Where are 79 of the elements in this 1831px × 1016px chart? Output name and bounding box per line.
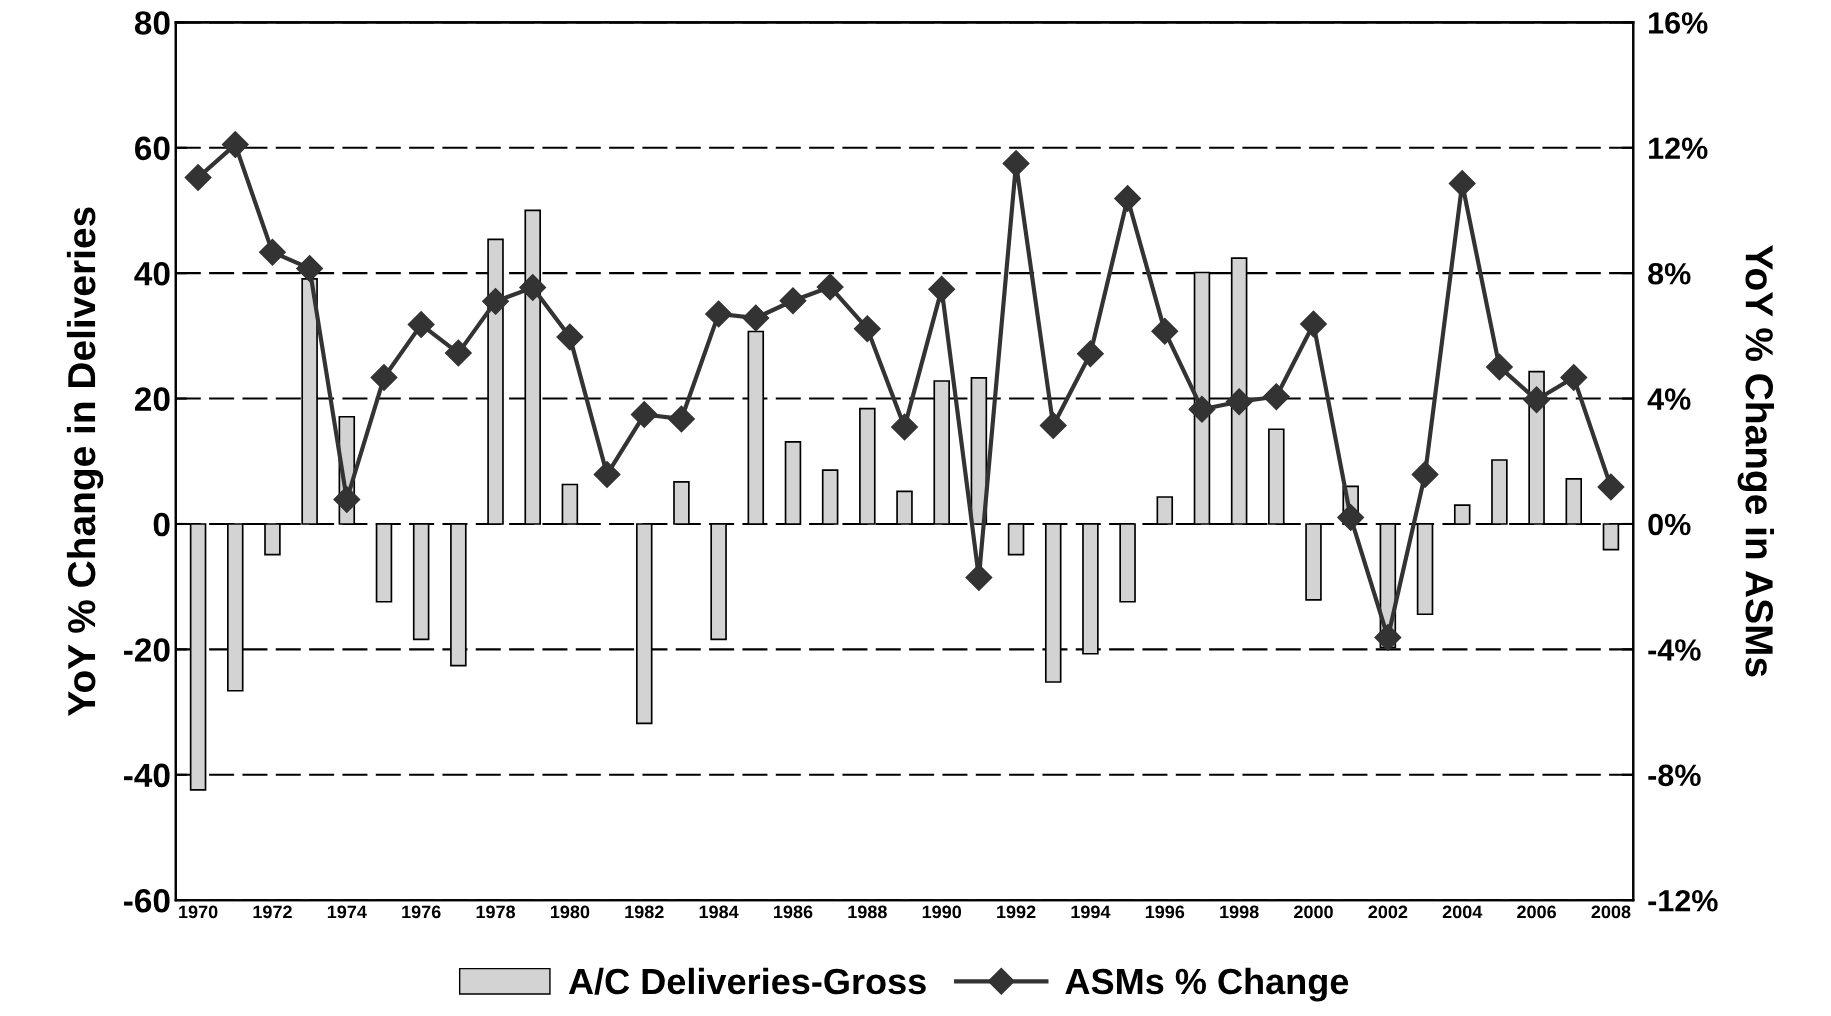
point bbox=[407, 311, 435, 339]
x-tick-label: 2000 bbox=[1294, 905, 1333, 919]
point bbox=[556, 323, 584, 351]
point bbox=[965, 564, 993, 592]
x-tick-label: 2004 bbox=[1442, 905, 1483, 919]
y2-tick-label: -4% bbox=[1648, 639, 1701, 661]
point bbox=[519, 274, 547, 302]
point bbox=[742, 304, 770, 332]
point bbox=[1523, 386, 1551, 414]
y2-tick-label: -12% bbox=[1648, 889, 1718, 912]
point bbox=[296, 254, 324, 282]
legend-label: ASMs % Change bbox=[1065, 967, 1349, 1002]
point bbox=[1448, 170, 1476, 197]
x-tick-label: 1988 bbox=[848, 905, 887, 919]
point bbox=[667, 405, 695, 433]
y2-tick-label: 8% bbox=[1648, 262, 1691, 285]
point bbox=[1225, 388, 1253, 416]
point bbox=[1300, 310, 1327, 338]
point bbox=[1485, 353, 1513, 381]
x-tick-label: 1990 bbox=[922, 905, 962, 919]
point bbox=[705, 300, 733, 328]
point bbox=[1039, 412, 1067, 439]
point bbox=[258, 238, 286, 266]
point bbox=[1076, 340, 1104, 368]
legend-label: A/C Deliveries-Gross bbox=[568, 967, 926, 995]
x-tick-label: 1970 bbox=[179, 905, 218, 919]
point bbox=[1374, 623, 1402, 651]
point bbox=[891, 413, 918, 441]
y-tick-label: -60 bbox=[124, 888, 170, 913]
point bbox=[816, 273, 844, 301]
point bbox=[1188, 395, 1216, 423]
point bbox=[1262, 383, 1290, 411]
x-tick-label: 1974 bbox=[327, 905, 367, 919]
y2-tick-label: 16% bbox=[1649, 12, 1708, 34]
y-tick-label: 60 bbox=[135, 136, 170, 161]
y-tick-label: -20 bbox=[124, 638, 170, 662]
x-tick-label: 1978 bbox=[476, 905, 516, 919]
x-tick-label: 1980 bbox=[550, 905, 590, 919]
x-tick-label: 2006 bbox=[1517, 905, 1557, 919]
x-tick-label: 1992 bbox=[997, 905, 1036, 919]
y2-tick-label: 0% bbox=[1648, 513, 1691, 536]
x-tick-label: 1984 bbox=[699, 905, 739, 919]
point bbox=[482, 287, 509, 315]
point bbox=[370, 364, 398, 392]
point bbox=[1337, 503, 1365, 531]
x-tick-label: 1976 bbox=[402, 905, 441, 919]
x-tick-label: 1996 bbox=[1145, 905, 1185, 919]
point bbox=[1114, 185, 1142, 213]
point bbox=[779, 287, 807, 315]
x-tick-label: 2002 bbox=[1368, 905, 1408, 919]
point bbox=[593, 460, 621, 488]
y2-tick-label: 12% bbox=[1649, 137, 1708, 160]
y-tick-label: 0 bbox=[153, 512, 170, 537]
point bbox=[333, 486, 361, 513]
point bbox=[184, 164, 212, 192]
x-tick-label: 1986 bbox=[774, 905, 813, 919]
point bbox=[630, 401, 658, 429]
y-tick-label: 40 bbox=[134, 261, 170, 286]
point bbox=[1560, 364, 1588, 392]
y-tick-label: 20 bbox=[135, 387, 170, 411]
point bbox=[444, 339, 472, 367]
point bbox=[1151, 317, 1179, 345]
point bbox=[1002, 149, 1030, 177]
y2-tick-label: -8% bbox=[1648, 764, 1701, 787]
y2-axis-title: YoY % Change in ASMs bbox=[1737, 245, 1775, 677]
x-tick-label: 1972 bbox=[253, 905, 292, 919]
point bbox=[221, 131, 249, 159]
point bbox=[853, 315, 881, 343]
point bbox=[928, 275, 956, 303]
point bbox=[1411, 460, 1439, 488]
x-tick-label: 1994 bbox=[1071, 905, 1111, 919]
x-tick-label: 1982 bbox=[625, 905, 664, 919]
y2-tick-label: 4% bbox=[1647, 388, 1691, 410]
x-tick-label: 2008 bbox=[1591, 905, 1631, 919]
point bbox=[1597, 473, 1625, 501]
x-tick-label: 1998 bbox=[1220, 905, 1259, 919]
y-tick-label: -40 bbox=[124, 763, 170, 788]
y-axis-title: YoY % Change in Deliveries bbox=[66, 207, 104, 716]
y-tick-label: 80 bbox=[134, 11, 170, 35]
